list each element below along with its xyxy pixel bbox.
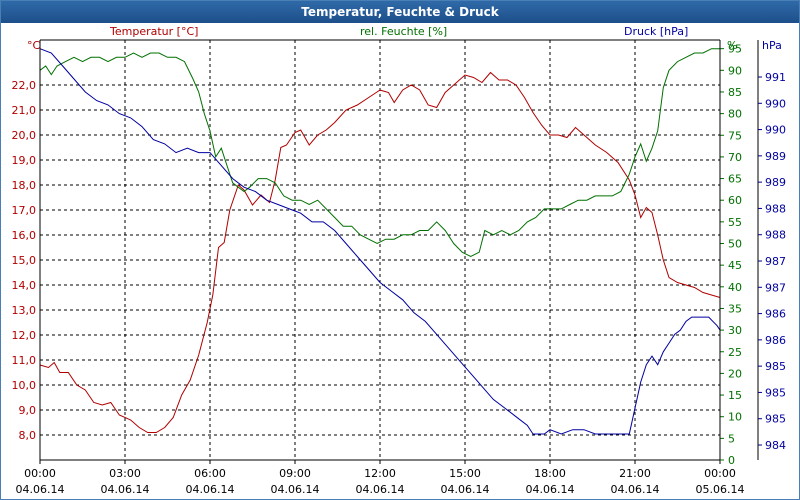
x-tick-time: 12:00 <box>364 467 396 480</box>
y-tick-humidity: 75 <box>728 129 742 142</box>
y-tick-temperature: 12,0 <box>12 329 37 342</box>
y-tick-pressure: 990 <box>765 124 786 137</box>
y-tick-pressure: 986 <box>765 334 786 347</box>
y-tick-temperature: 15,0 <box>12 254 37 267</box>
x-tick-time: 09:00 <box>279 467 311 480</box>
y-tick-temperature: 10,0 <box>12 379 37 392</box>
x-tick-time: 21:00 <box>619 467 651 480</box>
y-tick-temperature: 13,0 <box>12 304 37 317</box>
x-tick-time: 06:00 <box>194 467 226 480</box>
y-tick-pressure: 985 <box>765 360 786 373</box>
y-tick-humidity: 65 <box>728 173 742 186</box>
x-tick-time: 15:00 <box>449 467 481 480</box>
y-tick-temperature: 17,0 <box>12 204 37 217</box>
y-tick-temperature: 18,0 <box>12 179 37 192</box>
y-tick-pressure: 987 <box>765 281 786 294</box>
y-tick-pressure: 985 <box>765 413 786 426</box>
y-tick-pressure: 986 <box>765 308 786 321</box>
left-axis-unit: °C <box>27 39 41 52</box>
x-tick-time: 03:00 <box>109 467 141 480</box>
x-tick-time: 00:00 <box>704 467 736 480</box>
x-tick-date: 04.06.14 <box>356 483 405 496</box>
y-tick-pressure: 989 <box>765 176 786 189</box>
right-axis-unit-percent: % <box>727 39 737 52</box>
y-tick-humidity: 60 <box>728 194 742 207</box>
x-tick-date: 04.06.14 <box>611 483 660 496</box>
chart-title: Temperatur, Feuchte & Druck <box>1 1 799 23</box>
series-line-druck <box>39 48 721 435</box>
series-group <box>39 48 721 435</box>
y-tick-humidity: 15 <box>728 389 742 402</box>
y-tick-humidity: 55 <box>728 216 742 229</box>
y-tick-temperature: 19,0 <box>12 154 37 167</box>
x-tick-date: 04.06.14 <box>101 483 150 496</box>
y-tick-temperature: 16,0 <box>12 229 37 242</box>
x-tick-date: 04.06.14 <box>271 483 320 496</box>
y-tick-humidity: 20 <box>728 367 742 380</box>
axes: 8,0 9,0 10,0 11,0 12,0 13,0 14,0 15,0 16,0 17,0 18… <box>12 39 786 496</box>
right-axis-unit-hpa: hPa <box>762 39 782 52</box>
y-tick-humidity: 50 <box>728 238 742 251</box>
y-tick-temperature: 20,0 <box>12 129 37 142</box>
y-tick-pressure: 987 <box>765 255 786 268</box>
y-tick-temperature: 9,0 <box>19 404 37 417</box>
y-tick-humidity: 10 <box>728 411 742 424</box>
grid <box>40 40 720 460</box>
y-tick-humidity: 70 <box>728 151 742 164</box>
y-tick-humidity: 45 <box>728 259 742 272</box>
y-tick-pressure: 991 <box>765 71 786 84</box>
series-line-temperatur <box>39 71 721 433</box>
y-tick-pressure: 990 <box>765 97 786 110</box>
y-tick-temperature: 14,0 <box>12 279 37 292</box>
y-tick-pressure: 989 <box>765 150 786 163</box>
x-tick-date: 04.06.14 <box>186 483 235 496</box>
y-tick-pressure: 984 <box>765 439 786 452</box>
y-tick-pressure: 985 <box>765 386 786 399</box>
y-tick-humidity: 35 <box>728 302 742 315</box>
y-tick-humidity: 90 <box>728 64 742 77</box>
x-tick-time: 18:00 <box>534 467 566 480</box>
y-tick-temperature: 11,0 <box>12 354 37 367</box>
y-tick-humidity: 30 <box>728 324 742 337</box>
legend-humidity: rel. Feuchte [%] <box>360 25 447 38</box>
x-tick-time: 00:00 <box>24 467 56 480</box>
y-tick-humidity: 95 <box>728 43 742 56</box>
y-tick-humidity: 0 <box>728 454 735 467</box>
y-tick-humidity: 5 <box>728 432 735 445</box>
x-tick-date: 04.06.14 <box>526 483 575 496</box>
series-line-rel <box>39 48 720 258</box>
y-tick-humidity: 25 <box>728 346 742 359</box>
y-tick-temperature: 21,0 <box>12 104 37 117</box>
x-tick-date: 05.06.14 <box>696 483 745 496</box>
x-tick-date: 04.06.14 <box>16 483 65 496</box>
y-tick-humidity: 80 <box>728 108 742 121</box>
legend-temperature: Temperatur [°C] <box>109 25 198 38</box>
y-tick-temperature: 8,0 <box>19 429 37 442</box>
y-tick-humidity: 40 <box>728 281 742 294</box>
y-tick-pressure: 988 <box>765 202 786 215</box>
legend-pressure: Druck [hPa] <box>624 25 688 38</box>
labels: °C % hPa Temperatur [°C] rel. Feuchte [%… <box>27 25 782 52</box>
y-tick-humidity: 85 <box>728 86 742 99</box>
x-tick-date: 04.06.14 <box>441 483 490 496</box>
y-tick-pressure: 988 <box>765 229 786 242</box>
y-tick-temperature: 22,0 <box>12 79 37 92</box>
